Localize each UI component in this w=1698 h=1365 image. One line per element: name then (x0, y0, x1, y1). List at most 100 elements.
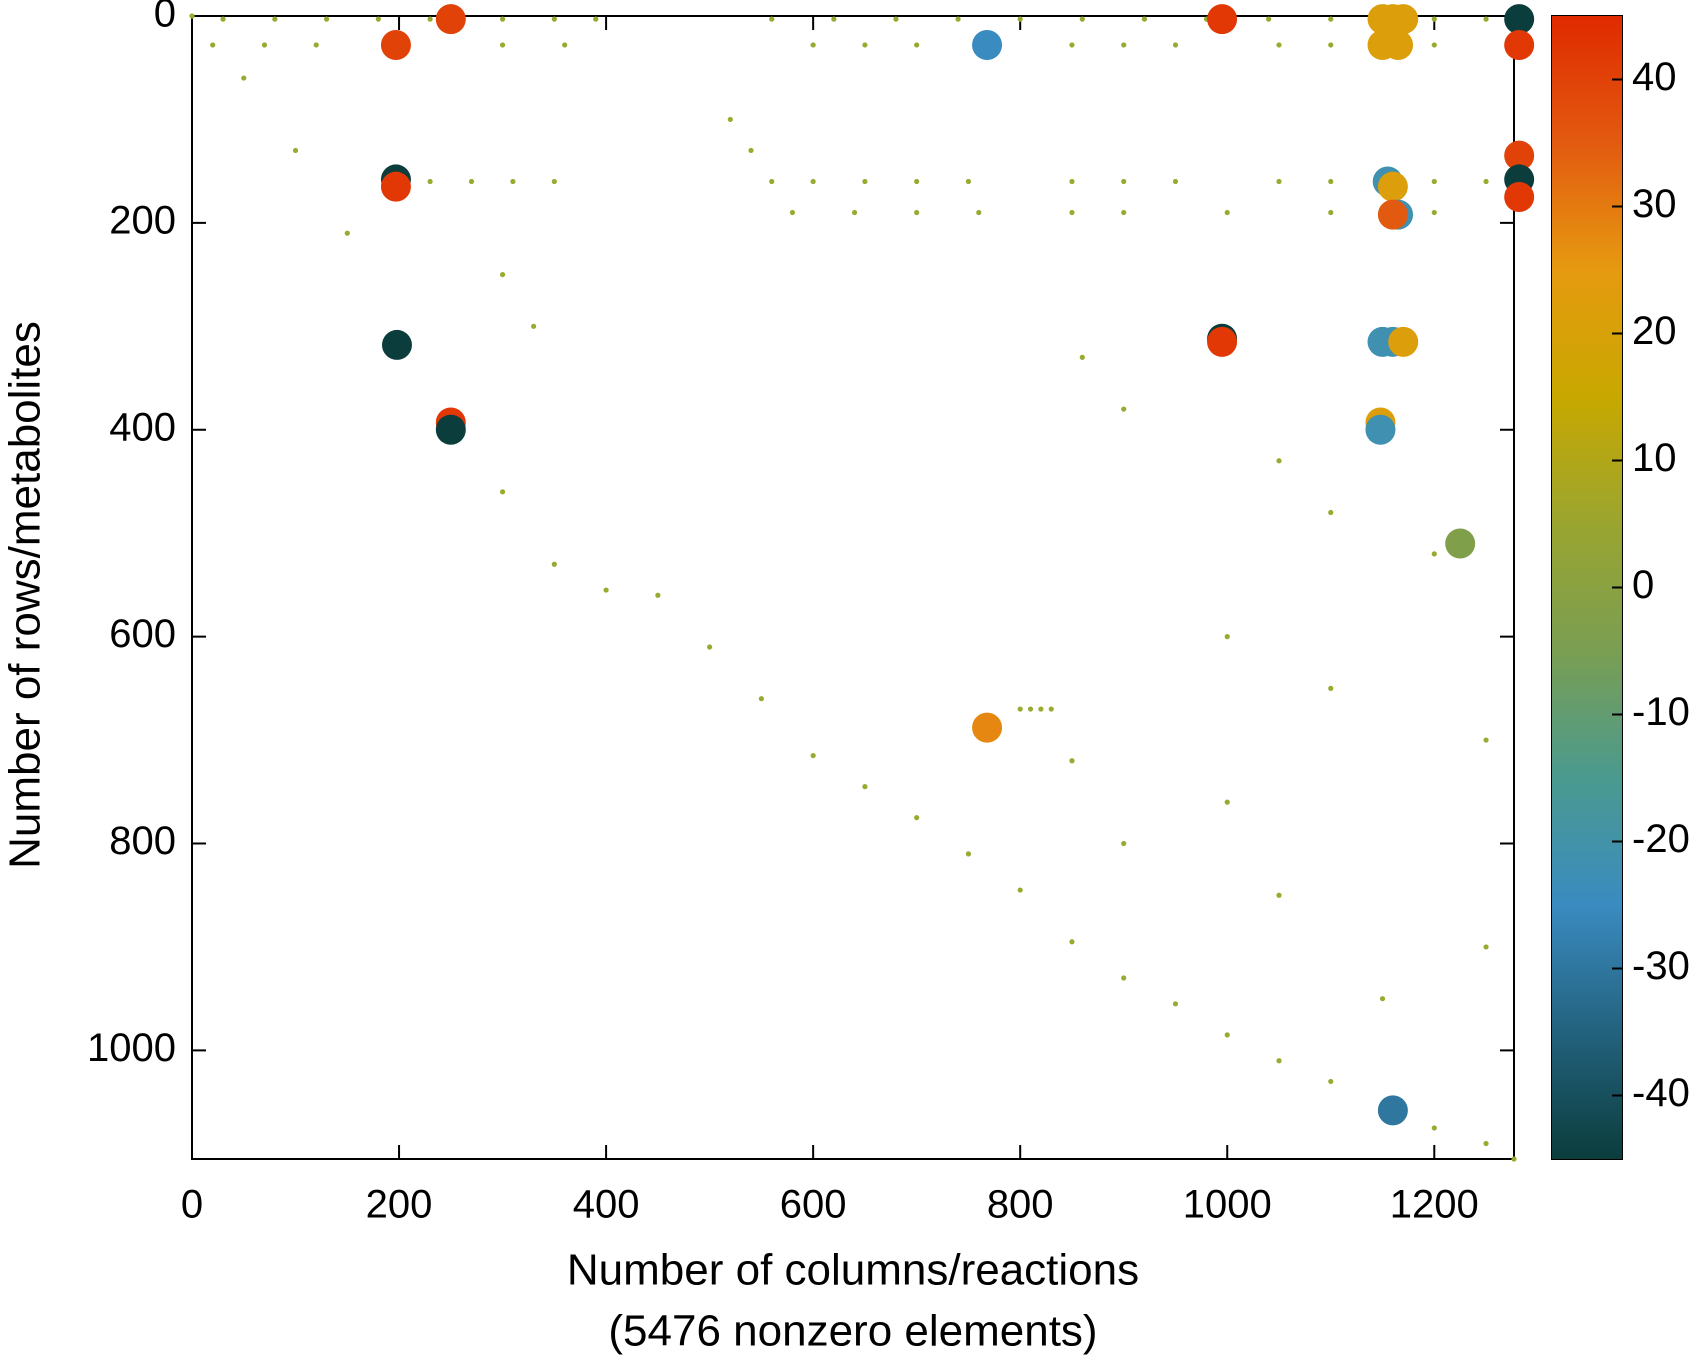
point (499, 271, 506, 278)
y-tick-label: 1000 (87, 1026, 176, 1070)
point (1483, 737, 1489, 743)
point (955, 16, 961, 22)
point (1431, 178, 1437, 185)
point (1276, 892, 1282, 898)
point (510, 178, 516, 185)
large-point (972, 29, 1003, 60)
point (1328, 685, 1334, 691)
point (375, 16, 381, 22)
point (1328, 178, 1334, 185)
point (499, 16, 506, 22)
point (551, 16, 557, 22)
point (551, 178, 557, 185)
point (1048, 706, 1054, 712)
colorbar-tick-label: -30 (1632, 944, 1690, 988)
large-point (1504, 4, 1535, 35)
colorbar (1552, 16, 1622, 1159)
point (1121, 840, 1127, 847)
point (707, 644, 713, 650)
point (427, 178, 433, 185)
point (655, 592, 661, 598)
point (1328, 42, 1334, 48)
x-axis-note: (5476 nonzero elements) (608, 1307, 1097, 1356)
colorbar-tick-label: 20 (1632, 309, 1677, 353)
point (789, 209, 796, 216)
point (1431, 1125, 1437, 1131)
point (1328, 209, 1334, 216)
point (1328, 509, 1334, 516)
point (1121, 42, 1127, 48)
large-point (380, 29, 411, 60)
point (1224, 799, 1230, 805)
point (769, 16, 775, 22)
large-point (380, 171, 411, 202)
colorbar-tick-label: 30 (1632, 182, 1677, 226)
point (1483, 944, 1489, 950)
point (810, 752, 816, 759)
point (1483, 1140, 1489, 1147)
point (1379, 996, 1386, 1002)
large-point (381, 329, 412, 360)
point (914, 42, 920, 48)
large-point (1504, 182, 1535, 213)
point (220, 16, 226, 22)
point (1266, 16, 1272, 22)
point (1079, 354, 1085, 360)
point (1121, 209, 1127, 216)
point (893, 16, 899, 22)
point (965, 851, 972, 857)
y-tick-label: 800 (109, 819, 176, 863)
point (292, 147, 299, 154)
point (551, 561, 557, 567)
point (862, 42, 868, 48)
point (758, 696, 764, 702)
point (323, 16, 330, 22)
large-point (1207, 4, 1238, 35)
point (914, 178, 920, 185)
large-point (1383, 29, 1414, 60)
point (810, 42, 816, 48)
y-axis-label: Number of rows/metabolites (1, 321, 50, 869)
point (1017, 887, 1023, 893)
point (1483, 16, 1489, 22)
point (1017, 16, 1023, 22)
x-tick-label: 200 (366, 1183, 433, 1227)
x-axis-label: Number of columns/reactions (567, 1246, 1139, 1295)
point (1328, 16, 1334, 22)
point (1431, 16, 1437, 22)
point (1276, 42, 1282, 48)
point (1069, 178, 1075, 185)
large-point (1377, 171, 1408, 202)
point (862, 178, 868, 185)
y-tick-label: 0 (154, 0, 176, 36)
point (261, 42, 268, 48)
point (1038, 706, 1044, 712)
point (976, 209, 982, 216)
point (210, 42, 216, 48)
point (914, 815, 920, 821)
point (1431, 551, 1437, 557)
point (862, 784, 868, 790)
large-point (1504, 29, 1535, 60)
point (593, 16, 599, 22)
point (499, 42, 506, 48)
point (1276, 1058, 1282, 1064)
point (1328, 1078, 1334, 1085)
point (189, 13, 195, 19)
colorbar-tick-label: 40 (1632, 55, 1677, 99)
point (468, 178, 475, 185)
point (1017, 706, 1023, 712)
point (427, 16, 433, 22)
point (1276, 178, 1282, 185)
colorbar-tick-label: -20 (1632, 817, 1690, 861)
large-point (972, 712, 1003, 743)
x-tick-label: 600 (780, 1183, 847, 1227)
x-tick-label: 0 (181, 1183, 203, 1227)
x-tick-label: 1200 (1390, 1183, 1479, 1227)
point (748, 147, 754, 154)
point (965, 178, 972, 185)
large-point (1504, 140, 1535, 171)
point (313, 42, 319, 48)
point (727, 116, 733, 123)
